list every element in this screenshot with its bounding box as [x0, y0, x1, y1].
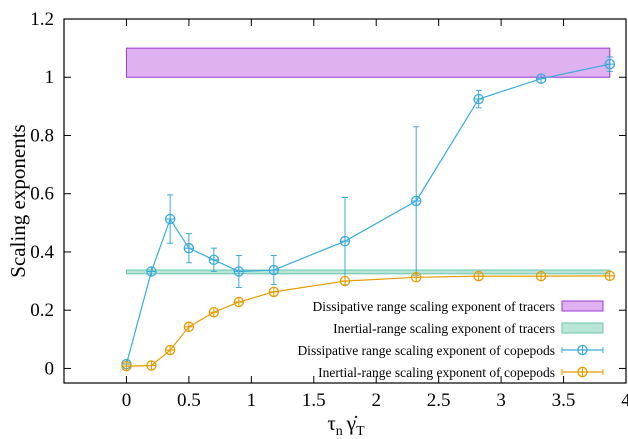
data-point: [146, 266, 157, 277]
series-line: [125, 63, 610, 365]
y-tick-label: 0.2: [30, 300, 54, 321]
data-point: [208, 254, 220, 266]
data-point: [233, 296, 245, 308]
data-point: [339, 275, 351, 287]
series-0: [121, 56, 616, 370]
data-point: [473, 270, 484, 282]
x-tick-label: 1.5: [302, 390, 326, 411]
legend-item-1: Inertial-range scaling exponent of trace…: [333, 321, 604, 336]
y-tick-label: 1: [45, 67, 55, 88]
x-tick-label: 2: [371, 390, 381, 411]
data-point: [604, 58, 616, 70]
y-tick-label: 0.4: [30, 242, 54, 263]
data-point: [146, 360, 157, 371]
legend-label: Inertial-range scaling exponent of trace…: [333, 321, 555, 336]
data-point: [183, 321, 195, 333]
series-line: [126, 275, 610, 367]
data-point: [577, 344, 588, 356]
legend-label: Dissipative range scaling exponent of co…: [297, 343, 555, 358]
data-point: [183, 242, 195, 254]
legend-swatch: [561, 322, 604, 334]
legend-label: Inertial-range scaling exponent of copep…: [318, 365, 555, 380]
x-tick-label: 4: [621, 390, 628, 411]
y-tick-label: 0: [45, 358, 55, 379]
x-tick-label: 0: [122, 390, 132, 411]
y-tick-label: 0.6: [30, 184, 54, 205]
data-point: [535, 270, 547, 282]
series-1: [121, 270, 616, 372]
y-axis-title: Scaling exponents: [6, 124, 30, 277]
data-point: [268, 286, 280, 298]
data-point: [268, 264, 280, 276]
data-point: [577, 366, 588, 378]
x-tick-label: 2.5: [427, 390, 451, 411]
x-tick-label: 0.5: [177, 390, 201, 411]
legend-swatch: [561, 300, 604, 312]
band-0: [125, 47, 611, 78]
data-point: [164, 344, 176, 356]
legend-label: Dissipative range scaling exponent of tr…: [312, 299, 555, 314]
legend-item-3: Inertial-range scaling exponent of copep…: [318, 365, 604, 380]
y-tick-label: 0.8: [30, 125, 54, 146]
data-point: [535, 73, 547, 84]
legend-item-2: Dissipative range scaling exponent of co…: [297, 343, 604, 358]
data-point: [473, 93, 484, 105]
series-layer: [121, 56, 616, 372]
x-tick-label: 3: [496, 390, 506, 411]
data-point: [121, 360, 132, 372]
data-point: [233, 266, 245, 277]
data-point: [164, 213, 176, 225]
x-tick-label: 1: [247, 390, 257, 411]
legend: Dissipative range scaling exponent of tr…: [297, 299, 604, 380]
data-point: [604, 270, 616, 282]
data-point: [208, 306, 220, 318]
plot-frame: [63, 18, 627, 384]
data-point: [410, 195, 422, 207]
data-point: [410, 272, 422, 283]
y-tick-label: 1.2: [30, 9, 54, 30]
axes-layer: 0 0.5 1 1.5 2 2.5 3 3.5 4 0 0.2 0.4 0.6 0.8 1 1.2: [30, 9, 628, 411]
legend-item-0: Dissipative range scaling exponent of tr…: [312, 299, 604, 314]
x-axis-title: τn γ̇T: [327, 411, 365, 439]
data-point: [339, 235, 351, 247]
x-tick-label: 3.5: [552, 390, 576, 411]
